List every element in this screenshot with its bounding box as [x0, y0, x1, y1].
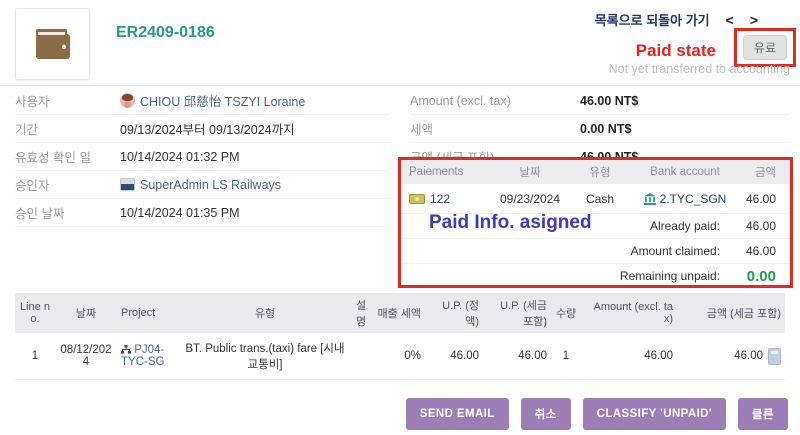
payments-header-amount: 금액	[754, 167, 776, 179]
prev-record-arrow[interactable]: <	[725, 11, 734, 28]
col-project: Project	[117, 293, 181, 333]
paid-status-button[interactable]: 유료	[742, 35, 787, 60]
user-link[interactable]: CHIOU 邱慈怡 TSZYI Loraine	[140, 95, 306, 109]
bank-account-link[interactable]: 2.TYC_SGN	[659, 191, 727, 206]
field-label: Amount (excl. tax)	[410, 93, 511, 108]
col-up-incl: U.P. (세금 포함)	[483, 293, 551, 333]
accounting-transfer-note: Not yet transferred to accounting	[608, 62, 790, 76]
col-qty: 수량	[551, 293, 581, 333]
payment-type: Cash	[585, 191, 614, 206]
status-annotation-box: 유료	[733, 28, 796, 67]
detail-row-approver: 승인자 SuperAdmin LS Railways	[15, 171, 390, 199]
payments-header-type: 유형	[589, 167, 611, 179]
amount-row-tax: 세액 0.00 NT$	[410, 115, 790, 143]
line-up-net: 46.00	[425, 333, 483, 380]
cancel-button[interactable]: 취소	[520, 398, 571, 430]
amount-row-excl-tax: Amount (excl. tax) 46.00 NT$	[410, 87, 790, 115]
lines-header-row: Line no. 날짜 Project 유형 설명 매출 세액 U.P. (정액…	[15, 293, 785, 333]
project-link[interactable]: PJ04-TYC-SG	[121, 344, 165, 368]
summary-row-already-paid: Already paid: 46.00	[401, 213, 790, 238]
col-amount-excl: Amount (excl. tax)	[581, 293, 677, 333]
line-amount-excl: 46.00	[581, 333, 677, 380]
validation-date-value: 10/14/2024 01:32 PM	[120, 149, 240, 164]
back-to-list-link[interactable]: 목록으로 되돌아 가기	[594, 13, 710, 28]
col-description: 설명	[349, 293, 373, 333]
field-label: 유효성 확인 일	[15, 151, 91, 165]
summary-label: Already paid:	[649, 219, 720, 233]
amount-excl-tax-value: 46.00 NT$	[580, 93, 639, 108]
line-description	[349, 333, 373, 380]
approver-avatar-icon	[120, 178, 135, 191]
payments-header-row: Paiements 날짜 유형 Bank account 금액	[401, 160, 790, 184]
calculator-icon[interactable]	[768, 347, 781, 365]
detail-row-validation-date: 유효성 확인 일 10/14/2024 01:32 PM	[15, 143, 390, 171]
summary-row-amount-claimed: Amount claimed: 46.00	[401, 238, 790, 263]
banknote-icon	[409, 193, 425, 204]
line-tax-rate: 0%	[373, 333, 425, 380]
line-no: 1	[15, 333, 55, 380]
col-type: 유형	[181, 293, 349, 333]
payments-header-bank: Bank account	[650, 166, 720, 178]
payment-row: 122 09/23/2024 Cash 2.TYC_SGN 46.00	[401, 184, 790, 213]
col-line-no: Line no.	[15, 293, 55, 333]
line-type: BT. Public trans.(taxi) fare [시내교통비]	[181, 333, 349, 380]
payments-annotation-box: Paiements 날짜 유형 Bank account 금액 122 09/2…	[398, 157, 793, 288]
already-paid-value: 46.00	[745, 219, 776, 233]
wallet-icon	[33, 27, 73, 61]
header-divider	[0, 85, 800, 86]
detail-row-user: 사용자 CHIOU 邱慈怡 TSZYI Loraine	[15, 87, 390, 115]
line-qty: 1	[551, 333, 581, 380]
line-date: 08/12/2024	[55, 333, 117, 380]
summary-row-remaining-unpaid: Remaining unpaid: 0.00	[401, 263, 790, 288]
tax-amount-value: 0.00 NT$	[580, 121, 632, 136]
payment-ref-link[interactable]: 122	[430, 191, 451, 206]
next-record-arrow[interactable]: >	[749, 11, 758, 28]
payments-header-date: 날짜	[519, 167, 541, 179]
clone-button[interactable]: 클론	[738, 398, 788, 430]
payment-date: 09/23/2024	[499, 191, 561, 206]
amount-claimed-value: 46.00	[745, 244, 776, 258]
details-panel: 사용자 CHIOU 邱慈怡 TSZYI Loraine 기간 09/13/202…	[15, 87, 390, 227]
expense-lines-table: Line no. 날짜 Project 유형 설명 매출 세액 U.P. (정액…	[15, 293, 785, 380]
payment-amount: 46.00	[745, 191, 776, 206]
detail-row-period: 기간 09/13/2024부터 09/13/2024까지	[15, 115, 390, 143]
col-amount-incl: 금액 (세금 포함)	[677, 293, 785, 333]
field-label: 사용자	[15, 95, 50, 109]
period-value: 09/13/2024부터 09/13/2024까지	[120, 123, 295, 137]
approval-date-value: 10/14/2024 01:35 PM	[120, 205, 240, 220]
detail-row-approval-date: 승인 날짜 10/14/2024 01:35 PM	[15, 199, 390, 227]
field-label: 기간	[15, 123, 39, 137]
remaining-unpaid-value: 0.00	[746, 267, 776, 285]
line-amount-incl: 46.00	[734, 350, 763, 362]
page-title: ER2409-0186	[116, 24, 215, 41]
bank-icon	[643, 192, 656, 205]
field-label: 승인 날짜	[15, 207, 65, 221]
expense-line-row: 1 08/12/2024 PJ04-TYC-SG BT. Public tran…	[15, 333, 785, 380]
paid-state-annotation: Paid state	[635, 41, 716, 60]
paid-info-annotation: Paid Info. asigned	[429, 212, 592, 233]
footer-action-bar: SEND EMAIL 취소 CLASSIFY 'UNPAID' 클론	[405, 398, 788, 430]
classify-unpaid-button[interactable]: CLASSIFY 'UNPAID'	[582, 398, 727, 430]
summary-label: Remaining unpaid:	[619, 269, 720, 283]
send-email-button[interactable]: SEND EMAIL	[405, 398, 509, 430]
col-date: 날짜	[55, 293, 117, 333]
col-up-net: U.P. (정액)	[425, 293, 483, 333]
field-label: 세액	[410, 123, 434, 137]
user-avatar-icon	[120, 93, 135, 108]
payments-header-ref: Paiements	[409, 166, 464, 178]
approver-link[interactable]: SuperAdmin LS Railways	[140, 177, 282, 192]
document-thumbnail[interactable]	[15, 8, 90, 80]
sitemap-icon	[121, 345, 131, 354]
breadcrumb: 목록으로 되돌아 가기 < >	[595, 10, 758, 29]
summary-label: Amount claimed:	[630, 244, 720, 258]
line-up-incl: 46.00	[483, 333, 551, 380]
field-label: 승인자	[15, 179, 50, 193]
col-tax-rate: 매출 세액	[373, 293, 425, 333]
